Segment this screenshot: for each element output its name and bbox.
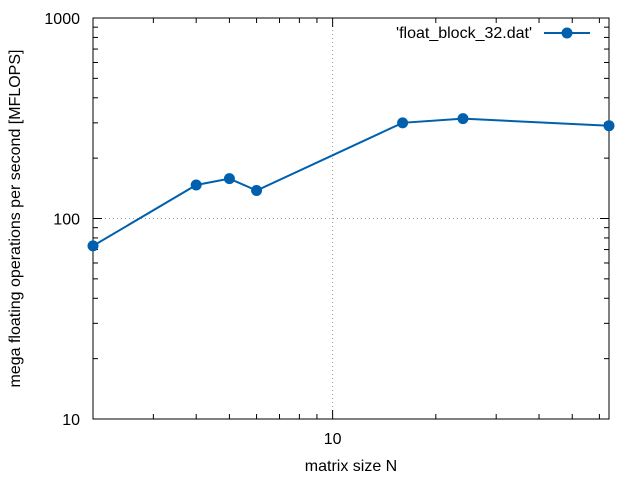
data-point [251,184,263,196]
plot-frame [92,17,610,420]
y-axis-label: mega floating operations per second [MFL… [7,50,24,388]
y-tick-label: 100 [53,212,80,229]
y-tick-label: 1000 [44,11,80,28]
data-point [190,179,202,191]
legend-label: 'float_block_32.dat' [396,25,532,42]
data-point [457,113,469,125]
series-line [92,117,610,247]
minor-ticks [93,17,609,420]
data-point [87,240,99,252]
tick-labels: 10 100 1000 10 [44,11,341,448]
grid-lines [93,18,609,419]
data-point [397,117,409,129]
x-tick-label: 10 [324,431,342,448]
data-point [603,120,615,132]
data-point [223,173,235,185]
legend: 'float_block_32.dat' [396,25,590,42]
legend-marker [561,27,573,39]
x-axis-label: matrix size N [305,458,397,475]
series-layer [87,113,615,252]
y-tick-label: 10 [62,412,80,429]
